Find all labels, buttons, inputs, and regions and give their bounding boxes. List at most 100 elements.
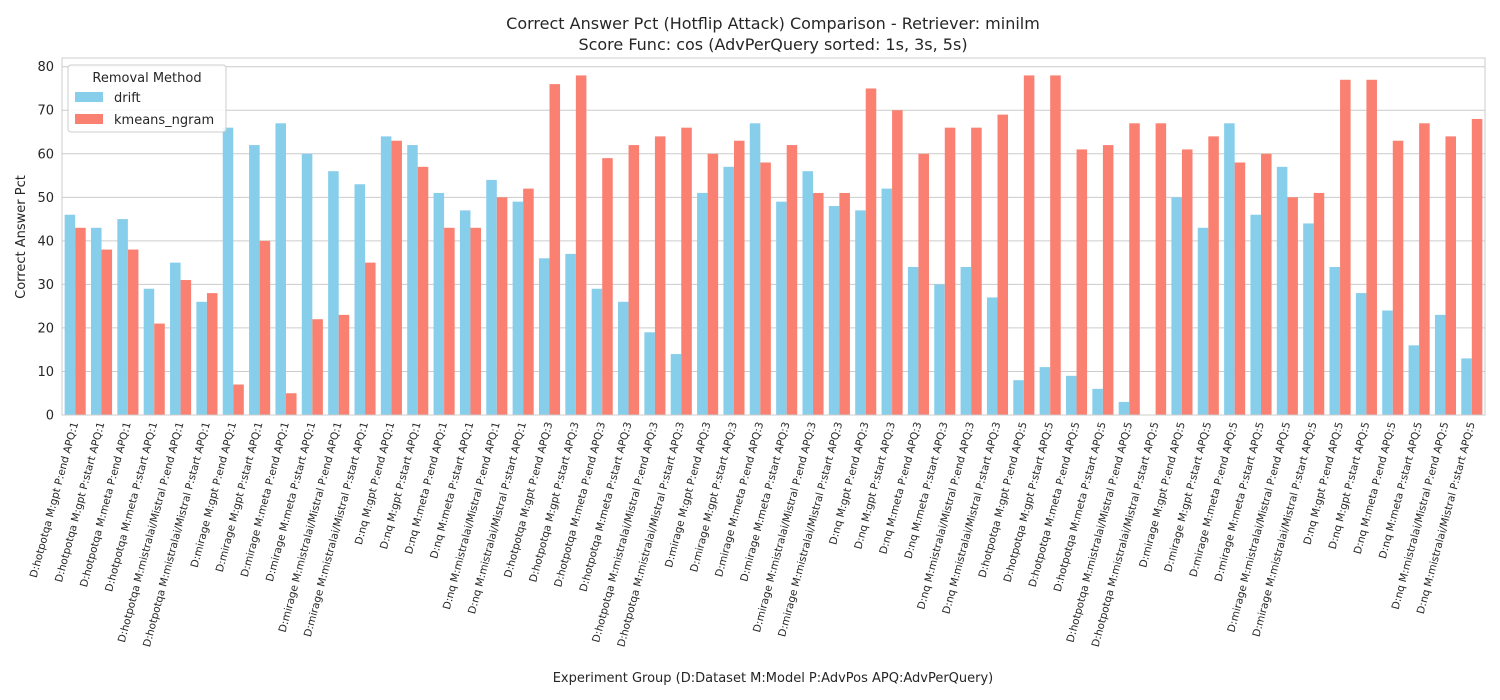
bar-drift-43 bbox=[1197, 227, 1209, 415]
bar-kmeans-ngram-30 bbox=[865, 88, 877, 415]
bar-kmeans-ngram-41 bbox=[1155, 123, 1167, 416]
bar-kmeans-ngram-10 bbox=[338, 314, 350, 415]
bar-drift-46 bbox=[1276, 166, 1288, 415]
bar-kmeans-ngram-29 bbox=[839, 192, 850, 415]
bar-kmeans-ngram-3 bbox=[154, 323, 165, 415]
bar-drift-8 bbox=[275, 123, 286, 416]
bar-kmeans-ngram-42 bbox=[1181, 149, 1193, 415]
bar-kmeans-ngram-46 bbox=[1287, 197, 1298, 415]
x-tick-label: D:hotpotqa M:gpt P:start APQ:1 bbox=[53, 421, 107, 584]
bar-drift-13 bbox=[407, 145, 418, 415]
bar-kmeans-ngram-35 bbox=[997, 114, 1009, 415]
bar-kmeans-ngram-19 bbox=[575, 75, 587, 415]
bar-drift-45 bbox=[1250, 214, 1262, 415]
bar-drift-21 bbox=[618, 301, 629, 415]
bar-kmeans-ngram-50 bbox=[1392, 140, 1404, 415]
x-tick-label: D:hotpotqa M:gpt P:start APQ:3 bbox=[527, 421, 581, 584]
x-tick-label: D:hotpotqa M:gpt P:start APQ:5 bbox=[1002, 421, 1056, 584]
bar-kmeans-ngram-20 bbox=[602, 158, 613, 415]
bar-drift-30 bbox=[855, 210, 866, 415]
bar-kmeans-ngram-1 bbox=[101, 249, 113, 415]
bar-kmeans-ngram-25 bbox=[733, 140, 745, 415]
bar-drift-38 bbox=[1066, 375, 1077, 415]
bar-drift-10 bbox=[328, 171, 339, 415]
y-tick-label: 30 bbox=[37, 278, 54, 293]
bar-kmeans-ngram-49 bbox=[1366, 79, 1377, 416]
bar-drift-9 bbox=[301, 153, 313, 415]
bars bbox=[64, 75, 1483, 416]
bar-drift-33 bbox=[934, 284, 945, 415]
bar-drift-5 bbox=[196, 301, 207, 415]
bar-drift-52 bbox=[1434, 314, 1446, 415]
bar-drift-27 bbox=[776, 201, 787, 415]
bar-drift-35 bbox=[986, 297, 998, 415]
bar-drift-44 bbox=[1224, 123, 1235, 416]
gridlines bbox=[62, 66, 1485, 416]
bar-kmeans-ngram-22 bbox=[654, 136, 666, 415]
bar-drift-23 bbox=[670, 354, 682, 415]
bar-kmeans-ngram-27 bbox=[786, 145, 798, 415]
legend: Removal Method drift kmeans_ngram bbox=[67, 64, 227, 133]
bar-kmeans-ngram-36 bbox=[1023, 75, 1035, 415]
bar-kmeans-ngram-45 bbox=[1261, 153, 1272, 415]
y-tick-label: 10 bbox=[37, 365, 54, 380]
bar-drift-53 bbox=[1461, 358, 1472, 415]
bar-kmeans-ngram-0 bbox=[75, 227, 86, 415]
bar-kmeans-ngram-21 bbox=[628, 145, 640, 415]
bar-kmeans-ngram-6 bbox=[233, 384, 244, 415]
bar-kmeans-ngram-23 bbox=[681, 127, 692, 415]
bar-kmeans-ngram-53 bbox=[1471, 118, 1483, 415]
bar-drift-49 bbox=[1355, 293, 1367, 415]
y-tick-label: 0 bbox=[46, 409, 54, 424]
bar-drift-40 bbox=[1118, 401, 1130, 415]
legend-frame bbox=[67, 64, 227, 133]
bar-kmeans-ngram-16 bbox=[496, 197, 508, 415]
bar-drift-14 bbox=[433, 192, 445, 415]
bar-kmeans-ngram-48 bbox=[1340, 79, 1351, 416]
legend-title: Removal Method bbox=[92, 71, 201, 86]
x-axis-label: Experiment Group (D:Dataset M:Model P:Ad… bbox=[553, 671, 994, 686]
bar-drift-47 bbox=[1303, 223, 1314, 415]
bar-drift-6 bbox=[222, 127, 234, 415]
y-axis-label: Correct Answer Pct bbox=[14, 175, 29, 299]
bar-kmeans-ngram-39 bbox=[1102, 145, 1114, 415]
bar-drift-24 bbox=[697, 192, 708, 415]
bar-kmeans-ngram-11 bbox=[365, 262, 376, 415]
bar-kmeans-ngram-14 bbox=[444, 227, 455, 415]
bar-kmeans-ngram-43 bbox=[1208, 136, 1219, 415]
y-axis-ticks: 0 10 20 30 40 50 60 70 80 bbox=[37, 60, 54, 423]
bar-kmeans-ngram-8 bbox=[285, 393, 297, 415]
legend-label-drift: drift bbox=[114, 91, 141, 106]
plot-area bbox=[61, 57, 1486, 416]
y-tick-label: 50 bbox=[37, 191, 54, 206]
legend-swatch-drift bbox=[75, 92, 103, 102]
bar-drift-42 bbox=[1171, 197, 1182, 415]
legend-swatch-kmeans-ngram bbox=[75, 114, 103, 124]
y-tick-label: 80 bbox=[37, 60, 54, 75]
bar-kmeans-ngram-52 bbox=[1445, 136, 1457, 415]
bar-drift-29 bbox=[828, 206, 840, 415]
x-axis-ticks: D:hotpotqa M:gpt P:end APQ:1D:hotpotqa M… bbox=[28, 421, 1478, 649]
bar-drift-3 bbox=[143, 288, 155, 415]
bar-kmeans-ngram-5 bbox=[206, 293, 218, 415]
bar-drift-25 bbox=[723, 166, 734, 415]
bar-kmeans-ngram-15 bbox=[470, 227, 481, 415]
bar-drift-7 bbox=[249, 145, 260, 415]
x-tick-label: D:mirage M:meta P:start APQ:1 bbox=[264, 421, 318, 583]
bar-drift-39 bbox=[1092, 388, 1103, 415]
bar-drift-32 bbox=[907, 266, 919, 415]
chart-title-line-2: Score Func: cos (AdvPerQuery sorted: 1s,… bbox=[578, 35, 967, 54]
bar-kmeans-ngram-38 bbox=[1076, 149, 1088, 415]
x-tick-label: D:mirage M:meta P:start APQ:5 bbox=[1213, 421, 1267, 583]
bar-kmeans-ngram-26 bbox=[760, 162, 771, 415]
bar-kmeans-ngram-12 bbox=[391, 140, 402, 415]
bar-kmeans-ngram-47 bbox=[1313, 192, 1325, 415]
bar-drift-16 bbox=[486, 179, 497, 415]
bar-drift-1 bbox=[90, 227, 102, 415]
x-tick-label: D:hotpotqa M:gpt P:end APQ:1 bbox=[28, 421, 81, 579]
bar-drift-22 bbox=[644, 332, 655, 415]
bar-drift-20 bbox=[591, 288, 603, 415]
bar-drift-37 bbox=[1039, 367, 1051, 415]
bar-kmeans-ngram-9 bbox=[312, 319, 323, 415]
